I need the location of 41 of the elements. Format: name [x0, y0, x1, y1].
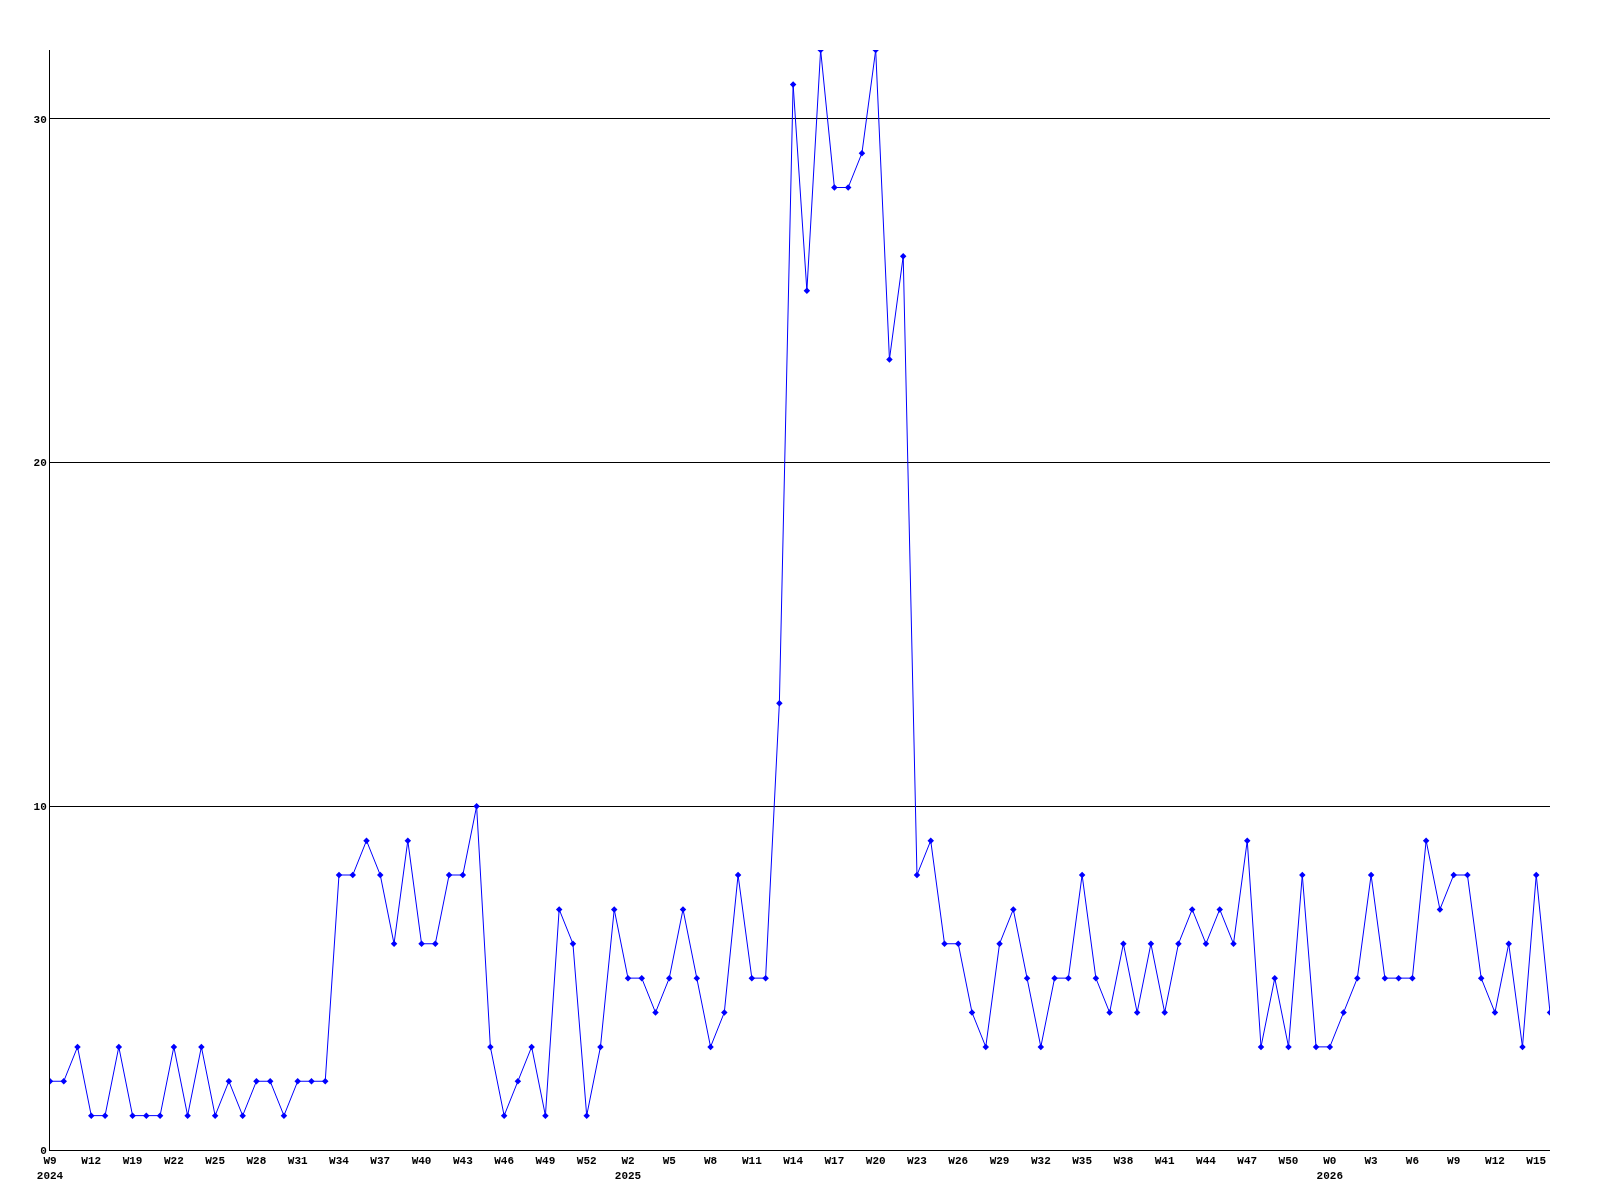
x-tick-label: W44 [1196, 1155, 1217, 1168]
x-tick-label: W38 [1113, 1155, 1134, 1168]
x-tick-label: W34 [329, 1155, 350, 1168]
x-tick-label: W0 2026 [1316, 1155, 1344, 1182]
x-tick-label: W3 [1364, 1155, 1379, 1168]
x-tick-label: W40 [411, 1155, 432, 1168]
y-tick-label: 10 [33, 801, 47, 814]
x-tick-label: W15 [1526, 1155, 1547, 1168]
x-tick-label: W8 [703, 1155, 718, 1168]
y-tick-label: 20 [33, 457, 47, 470]
x-tick-label: W6 [1405, 1155, 1419, 1168]
x-tick-label: W17 [824, 1155, 845, 1168]
x-tick-label: W9 2024 [36, 1155, 64, 1182]
x-tick-label: W31 [287, 1155, 309, 1168]
x-tick-label: W23 [907, 1155, 928, 1168]
x-tick-label: W46 [494, 1155, 515, 1168]
x-tick-label: W43 [452, 1155, 474, 1168]
y-tick-label: 30 [33, 113, 47, 126]
x-tick-label: W5 [662, 1155, 677, 1168]
x-tick-label: W9 [1447, 1155, 1461, 1168]
x-tick-label: W12 [1485, 1155, 1505, 1168]
x-tick-label: W52 [576, 1155, 597, 1168]
x-tick-label: W25 [205, 1155, 226, 1168]
x-tick-label: W14 [783, 1155, 804, 1168]
x-tick-label: W20 [865, 1155, 886, 1168]
x-tick-label: W22 [163, 1155, 184, 1168]
x-tick-label: W41 [1154, 1155, 1175, 1168]
x-tick-label: W19 [122, 1155, 143, 1168]
x-tick-label: W37 [370, 1155, 391, 1168]
x-tick-label: W11 [741, 1155, 763, 1168]
x-tick-label: W2 2025 [614, 1155, 642, 1182]
x-tick-label: W32 [1030, 1155, 1051, 1168]
x-tick-label: W26 [948, 1155, 969, 1168]
x-tick-label: W12 [81, 1155, 102, 1168]
x-tick-label: W28 [246, 1155, 267, 1168]
y-tick-label: 0 [40, 1144, 47, 1157]
x-tick-label: W50 [1278, 1155, 1299, 1168]
x-tick-label: W47 [1237, 1155, 1258, 1168]
x-tick-label: W35 [1072, 1155, 1093, 1168]
x-tick-label: W29 [989, 1155, 1010, 1168]
x-tick-label: W49 [535, 1155, 556, 1168]
